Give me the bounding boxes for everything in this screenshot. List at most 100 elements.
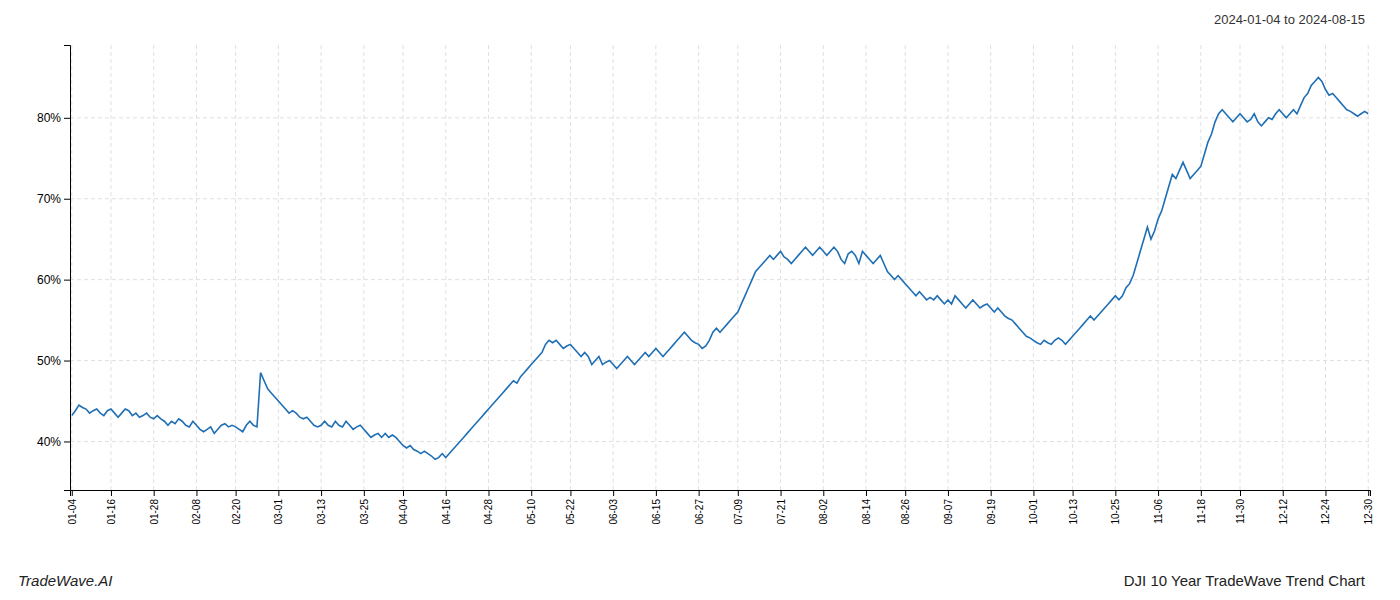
grid-line-x — [1368, 45, 1369, 490]
x-tick-mark — [111, 490, 112, 496]
x-tick-mark — [72, 490, 73, 496]
x-tick-mark — [446, 490, 447, 496]
x-tick: 10-25 — [1110, 490, 1121, 525]
x-tick: 03-13 — [316, 490, 327, 525]
x-tick-label: 01-28 — [149, 499, 160, 525]
x-tick: 06-03 — [608, 490, 619, 525]
grid-line-x — [990, 45, 991, 490]
grid-line-x — [570, 45, 571, 490]
grid-line-x — [403, 45, 404, 490]
plot: 40%50%60%70%80%01-0401-1601-2802-0802-20… — [37, 45, 1374, 525]
x-tick: 01-04 — [67, 490, 78, 525]
x-tick-mark — [1240, 490, 1241, 496]
grid-line-x — [737, 45, 738, 490]
x-tick-mark — [1033, 490, 1034, 496]
x-tick-mark — [1115, 490, 1116, 496]
grid-line-y — [70, 441, 1370, 442]
x-tick-mark — [1201, 490, 1202, 496]
x-tick-label: 01-16 — [106, 499, 117, 525]
x-tick-label: 03-01 — [273, 499, 284, 525]
grid-line-y — [70, 117, 1370, 118]
grid-line-x — [780, 45, 781, 490]
x-tick-mark — [699, 490, 700, 496]
x-tick-mark — [236, 490, 237, 496]
x-tick: 07-21 — [776, 490, 787, 525]
y-tick-mark — [64, 118, 70, 119]
y-tick-mark — [64, 199, 70, 200]
x-tick-mark — [823, 490, 824, 496]
x-tick: 04-28 — [483, 490, 494, 525]
x-tick: 10-13 — [1068, 490, 1079, 525]
grid-line-x — [531, 45, 532, 490]
x-tick-mark — [738, 490, 739, 496]
x-tick: 11-06 — [1153, 490, 1164, 524]
grid-line-x — [1072, 45, 1073, 490]
x-tick-label: 03-13 — [316, 499, 327, 525]
x-tick: 08-26 — [900, 490, 911, 525]
grid-line-x — [1033, 45, 1034, 490]
line — [72, 77, 1368, 459]
x-tick-label: 07-21 — [776, 499, 787, 525]
x-tick-label: 12-30 — [1363, 499, 1374, 525]
x-tick-label: 11-30 — [1235, 499, 1246, 524]
x-tick: 05-10 — [526, 490, 537, 525]
x-tick-mark — [613, 490, 614, 496]
grid-line-y — [70, 279, 1370, 280]
grid-line-x — [235, 45, 236, 490]
y-tick-label: 80% — [37, 111, 61, 125]
grid-line-x — [488, 45, 489, 490]
x-tick-label: 06-27 — [694, 499, 705, 525]
x-tick: 04-16 — [441, 490, 452, 525]
grid-line-x — [866, 45, 867, 490]
grid-line-x — [1325, 45, 1326, 490]
x-tick: 02-20 — [231, 490, 242, 525]
x-tick-mark — [948, 490, 949, 496]
x-axis: 01-0401-1601-2802-0802-2003-0103-1303-25… — [67, 490, 1374, 525]
x-tick-mark — [1325, 490, 1326, 496]
grid — [70, 45, 1370, 490]
grid-line-x — [905, 45, 906, 490]
y-tick-label: 40% — [37, 435, 61, 449]
x-tick-label: 08-02 — [818, 499, 829, 525]
x-tick-mark — [488, 490, 489, 496]
x-tick: 07-09 — [733, 490, 744, 525]
x-tick: 05-22 — [565, 490, 576, 525]
x-tick-label: 07-09 — [733, 499, 744, 525]
x-tick: 12-12 — [1278, 490, 1289, 525]
chart-container: 40%50%60%70%80%01-0401-1601-2802-0802-20… — [0, 0, 1400, 600]
grid-line-x — [153, 45, 154, 490]
y-tick-mark — [64, 280, 70, 281]
x-tick-label: 04-16 — [441, 499, 452, 525]
grid-line-x — [823, 45, 824, 490]
x-tick-label: 01-04 — [67, 499, 78, 525]
grid-line-x — [613, 45, 614, 490]
x-tick-label: 11-06 — [1153, 499, 1164, 524]
x-tick-label: 09-07 — [943, 499, 954, 525]
grid-line-x — [363, 45, 364, 490]
y-tick-label: 60% — [37, 273, 61, 287]
x-tick: 11-30 — [1235, 490, 1246, 524]
grid-line-x — [947, 45, 948, 490]
x-tick: 09-19 — [986, 490, 997, 525]
x-tick-label: 09-19 — [986, 499, 997, 525]
x-tick-mark — [781, 490, 782, 496]
x-tick-mark — [656, 490, 657, 496]
x-tick: 10-01 — [1028, 490, 1039, 525]
annotation: TradeWave.AI — [18, 572, 112, 589]
x-tick-label: 08-14 — [861, 499, 872, 525]
x-tick-label: 10-01 — [1028, 499, 1039, 525]
y-tick: 80% — [37, 111, 70, 125]
grid-line-x — [1115, 45, 1116, 490]
x-tick-mark — [570, 490, 571, 496]
x-tick: 11-18 — [1196, 490, 1207, 524]
x-tick-mark — [866, 490, 867, 496]
grid-line-x — [71, 45, 72, 490]
x-tick-mark — [1283, 490, 1284, 496]
x-tick-mark — [196, 490, 197, 496]
x-tick: 09-07 — [943, 490, 954, 525]
y-tick: 40% — [37, 435, 70, 449]
x-tick-mark — [403, 490, 404, 496]
x-tick-label: 10-25 — [1110, 499, 1121, 525]
x-tick-mark — [278, 490, 279, 496]
y-axis-line — [64, 46, 71, 491]
